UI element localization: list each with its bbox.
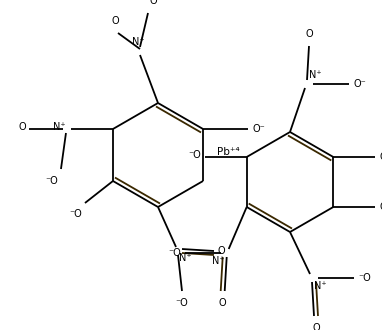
Text: N⁺: N⁺ — [212, 256, 225, 266]
Text: N⁺: N⁺ — [53, 122, 66, 132]
Text: ⁻O: ⁻O — [69, 209, 82, 219]
Text: N⁺: N⁺ — [132, 37, 144, 47]
Text: O⁻: O⁻ — [252, 124, 265, 134]
Text: ⁻: ⁻ — [158, 0, 162, 1]
Text: ⁻O: ⁻O — [45, 176, 58, 186]
Text: O: O — [111, 16, 119, 26]
Text: O⁻: O⁻ — [379, 152, 382, 162]
Text: ⁻O: ⁻O — [188, 150, 201, 160]
Text: O: O — [150, 0, 158, 6]
Text: O: O — [218, 246, 226, 256]
Text: O⁻: O⁻ — [353, 79, 366, 89]
Text: N⁺: N⁺ — [314, 281, 327, 291]
Text: O: O — [219, 298, 227, 308]
Text: O⁻: O⁻ — [379, 202, 382, 212]
Text: O: O — [18, 122, 26, 132]
Text: ⁻O: ⁻O — [358, 273, 371, 283]
Text: ⁻O: ⁻O — [176, 298, 188, 308]
Text: ⁻O: ⁻O — [168, 248, 181, 258]
Text: O: O — [312, 323, 320, 330]
Text: Pb⁺⁴: Pb⁺⁴ — [217, 147, 239, 157]
Text: N⁺: N⁺ — [309, 70, 322, 80]
Text: N⁺: N⁺ — [179, 253, 192, 263]
Text: O: O — [305, 29, 313, 39]
